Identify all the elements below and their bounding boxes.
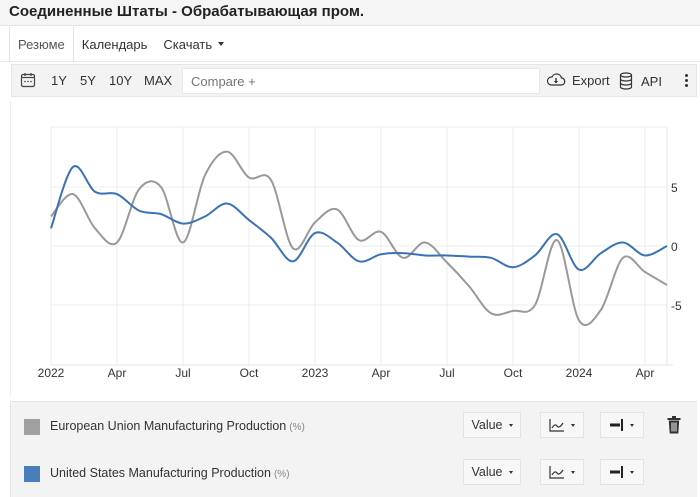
api-label: API — [641, 73, 662, 89]
chart-type-dropdown[interactable] — [540, 459, 584, 485]
series-unit: (%) — [273, 469, 290, 480]
x-tick-label: Oct — [504, 366, 523, 380]
line-chart-icon — [549, 419, 564, 432]
chart-toolbar: 1Y 5Y 10Y MAX Export API — [11, 64, 697, 97]
series-name: United States Manufacturing Production — [50, 466, 271, 480]
tab-calendar[interactable]: Календарь — [74, 27, 156, 61]
caret-down-icon — [508, 423, 513, 427]
compare-input[interactable] — [182, 68, 540, 94]
eu-series-line[interactable] — [50, 150, 668, 327]
range-max-button[interactable]: MAX — [144, 73, 173, 88]
line-chart-icon — [549, 466, 564, 479]
axis-dropdown[interactable] — [600, 459, 644, 485]
axis-right-icon — [610, 419, 623, 431]
x-tick-label: Jul — [439, 366, 454, 380]
y-tick-label: 0 — [671, 240, 678, 254]
us-color-swatch[interactable] — [24, 466, 40, 482]
x-tick-label: Apr — [372, 366, 391, 380]
value-dropdown-label: Value — [471, 418, 503, 432]
page-title: Соединенные Штаты - Обрабатывающая пром. — [9, 3, 365, 20]
calendar-icon[interactable] — [20, 72, 36, 88]
chart-area: 5 0 -5 2022 Apr Jul Oct 2023 Apr Jul Oct 2024 Apr — [10, 100, 696, 396]
database-icon — [619, 72, 633, 90]
caret-down-icon — [508, 470, 513, 474]
api-button[interactable]: API — [619, 72, 662, 90]
range-5y-button[interactable]: 5Y — [80, 73, 96, 88]
tab-download[interactable]: Скачать — [155, 27, 232, 61]
series-label: European Union Manufacturing Production(… — [50, 419, 305, 433]
us-series-line[interactable] — [50, 165, 668, 271]
title-bar: Соединенные Штаты - Обрабатывающая пром. — [0, 0, 700, 26]
trash-icon[interactable] — [667, 416, 681, 434]
legend-row-us: United States Manufacturing Production (%… — [11, 454, 698, 494]
export-label: Export — [572, 72, 610, 88]
tabs-divider — [0, 61, 700, 62]
x-tick-label: 2023 — [302, 366, 329, 380]
x-tick-label: Apr — [108, 366, 127, 380]
tab-bar: Резюме Календарь Скачать — [9, 27, 232, 61]
chart-type-dropdown[interactable] — [540, 412, 584, 438]
export-button[interactable]: Export — [546, 72, 610, 88]
value-dropdown-label: Value — [471, 465, 503, 479]
x-tick-label: 2024 — [566, 366, 593, 380]
value-dropdown[interactable]: Value — [463, 459, 521, 485]
tab-download-label: Скачать — [163, 37, 213, 52]
caret-down-icon — [630, 423, 634, 427]
x-tick-label: 2022 — [38, 366, 65, 380]
caret-down-icon — [218, 41, 225, 46]
range-10y-button[interactable]: 10Y — [109, 73, 133, 88]
legend-row-eu: European Union Manufacturing Production(… — [11, 407, 698, 447]
caret-down-icon — [571, 423, 575, 427]
series-label: United States Manufacturing Production (%… — [50, 466, 290, 480]
x-tick-label: Oct — [240, 366, 259, 380]
caret-down-icon — [571, 470, 575, 474]
tab-summary-label: Резюме — [18, 37, 65, 52]
line-chart: 5 0 -5 2022 Apr Jul Oct 2023 Apr Jul Oct 2024 Apr — [38, 126, 682, 380]
axis-dropdown[interactable] — [600, 412, 644, 438]
x-tick-label: Apr — [636, 366, 655, 380]
value-dropdown[interactable]: Value — [463, 412, 521, 438]
series-name: European Union Manufacturing Production — [50, 419, 287, 433]
x-tick-label: Jul — [175, 366, 190, 380]
more-options-icon[interactable] — [682, 73, 690, 89]
axis-right-icon — [610, 466, 623, 478]
eu-color-swatch[interactable] — [24, 419, 40, 435]
y-tick-label: 5 — [671, 181, 678, 195]
caret-down-icon — [630, 470, 634, 474]
tab-summary[interactable]: Резюме — [9, 27, 74, 61]
y-tick-label: -5 — [671, 299, 682, 313]
legend-panel: European Union Manufacturing Production(… — [10, 401, 697, 497]
series-unit: (%) — [289, 422, 305, 433]
cloud-download-icon — [546, 73, 566, 86]
range-1y-button[interactable]: 1Y — [51, 73, 67, 88]
tab-calendar-label: Календарь — [81, 37, 148, 52]
